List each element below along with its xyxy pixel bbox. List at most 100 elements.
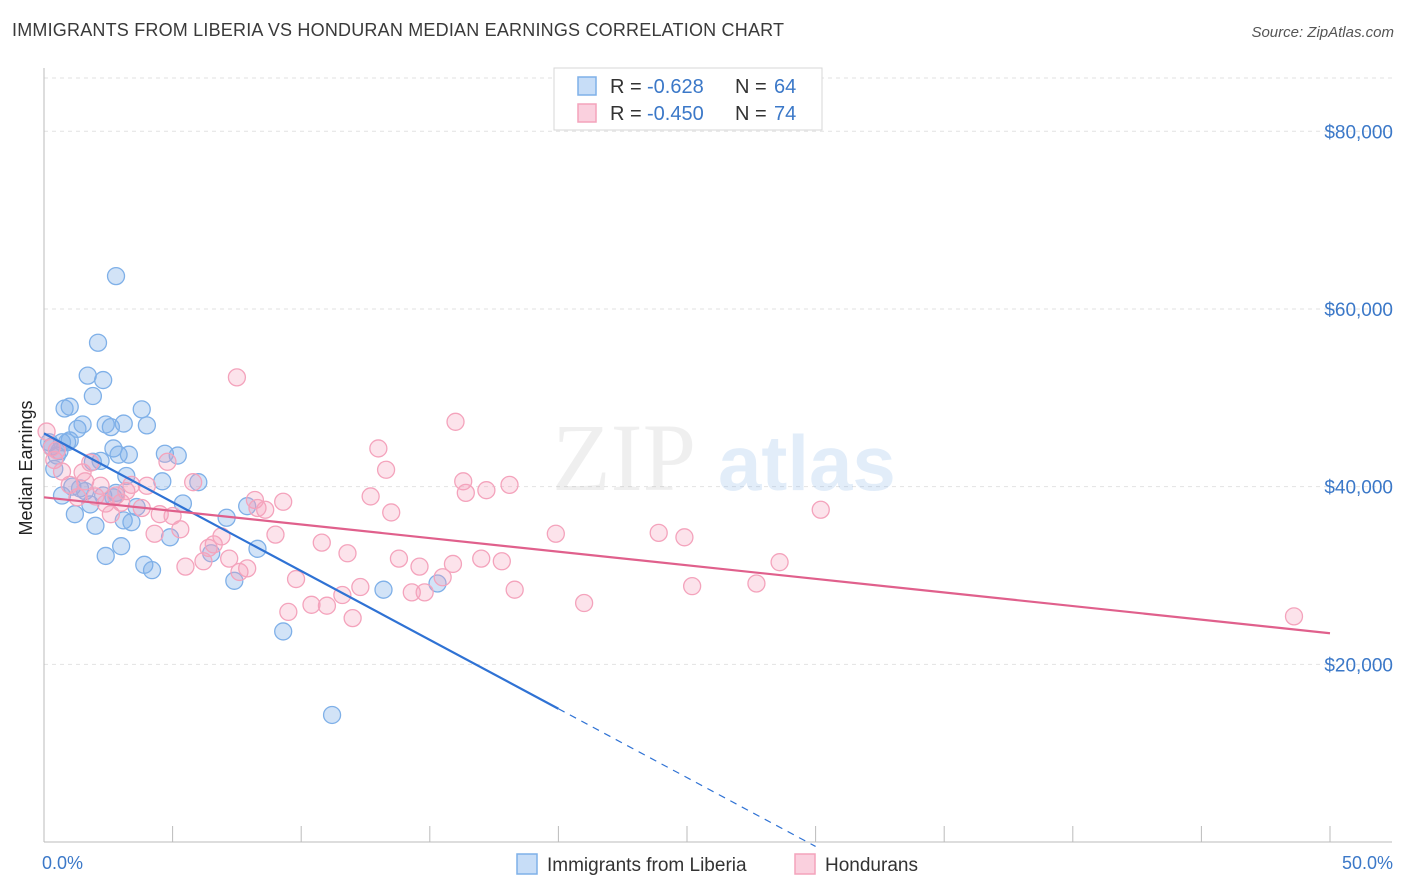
data-point (382, 503, 401, 522)
trend-lines (43, 432, 1331, 847)
data-point (256, 500, 275, 519)
data-point (546, 524, 565, 543)
data-point (238, 559, 257, 578)
data-point (279, 602, 298, 622)
data-point (454, 472, 473, 491)
data-point (112, 537, 131, 556)
watermark: ZIP atlas (552, 404, 896, 511)
data-point (96, 415, 115, 434)
data-point (574, 593, 594, 613)
data-point (317, 596, 337, 615)
legend-swatch-hondurans (794, 853, 816, 875)
watermark-atlas: atlas (718, 419, 896, 507)
data-point (86, 516, 105, 535)
data-point (312, 533, 331, 552)
chart-source: Source: ZipAtlas.com (1251, 24, 1394, 41)
data-point (47, 441, 67, 460)
data-point (106, 266, 126, 286)
y-tick-label: $20,000 (1324, 655, 1393, 676)
data-point (361, 487, 380, 506)
data-point (132, 400, 151, 419)
data-point (78, 366, 97, 385)
data-point (119, 445, 139, 464)
data-point (376, 460, 396, 479)
data-point (369, 439, 388, 458)
data-point (446, 412, 465, 431)
x-tick-label-max: 50.0% (1342, 853, 1393, 873)
data-point (302, 595, 321, 614)
data-point (351, 577, 370, 597)
trend-line (43, 496, 1331, 635)
data-point (472, 549, 491, 568)
data-point (220, 549, 239, 568)
data-point (343, 608, 362, 628)
data-point (142, 561, 162, 580)
data-point (770, 553, 789, 572)
data-point (505, 580, 524, 599)
data-point (477, 481, 496, 500)
stats-r-label-hondurans: R = (610, 103, 642, 125)
data-point (389, 549, 409, 568)
y-tick-label: $40,000 (1324, 478, 1393, 499)
data-point (101, 505, 121, 524)
data-point (83, 386, 103, 406)
data-point (266, 525, 285, 544)
data-point (137, 416, 157, 435)
stats-n-label-hondurans: N = (735, 103, 767, 125)
data-point (122, 513, 141, 532)
data-point (171, 520, 190, 539)
legend-label-liberia: Immigrants from Liberia (547, 855, 747, 876)
data-point (81, 453, 100, 472)
stats-swatch-liberia (577, 76, 597, 96)
stats-n-value-hondurans: 74 (774, 103, 796, 125)
data-point (500, 475, 519, 495)
stats-swatch-hondurans (577, 103, 597, 123)
data-point (158, 452, 177, 471)
x-tick-label-min: 0.0% (42, 853, 83, 873)
data-point (274, 492, 293, 511)
chart-title: IMMIGRANTS FROM LIBERIA VS HONDURAN MEDI… (12, 20, 785, 40)
data-point (410, 557, 429, 576)
data-point (88, 333, 108, 352)
stats-r-label-liberia: R = (610, 76, 642, 98)
data-point (73, 415, 92, 434)
data-point (682, 576, 702, 596)
stats-n-label-liberia: N = (735, 76, 767, 98)
data-point (189, 473, 208, 492)
y-axis-label: Median Earnings (16, 400, 36, 535)
data-point (96, 546, 115, 566)
legend-swatch-liberia (516, 853, 538, 875)
data-point (109, 445, 128, 464)
data-point (1284, 607, 1304, 626)
data-point (94, 370, 113, 390)
axes (43, 68, 1392, 843)
data-point (492, 552, 511, 571)
data-point (415, 583, 434, 602)
data-point (649, 523, 668, 542)
series-legend: Immigrants from Liberia Hondurans (516, 853, 918, 876)
data-point (811, 500, 830, 519)
data-point (176, 557, 195, 576)
data-point (747, 574, 766, 593)
data-point (433, 568, 452, 587)
trend-line-extension (558, 708, 816, 847)
data-point (86, 487, 105, 506)
data-point (338, 544, 357, 563)
tick-labels: $20,000 $40,000 $60,000 $80,000 0.0% 50.0% (42, 122, 1393, 873)
data-point (153, 472, 172, 491)
data-point (145, 524, 164, 543)
stats-r-value-hondurans: -0.450 (647, 103, 704, 125)
data-point (184, 473, 203, 492)
data-point (274, 622, 293, 641)
data-point (91, 476, 110, 495)
data-point (675, 528, 694, 547)
y-tick-label: $80,000 (1324, 122, 1393, 143)
data-point (65, 505, 85, 524)
data-point (227, 368, 247, 387)
data-point (322, 705, 342, 725)
data-point (168, 446, 187, 465)
y-tick-label: $60,000 (1324, 300, 1393, 321)
stats-n-value-liberia: 64 (774, 76, 796, 98)
data-point (402, 583, 421, 602)
